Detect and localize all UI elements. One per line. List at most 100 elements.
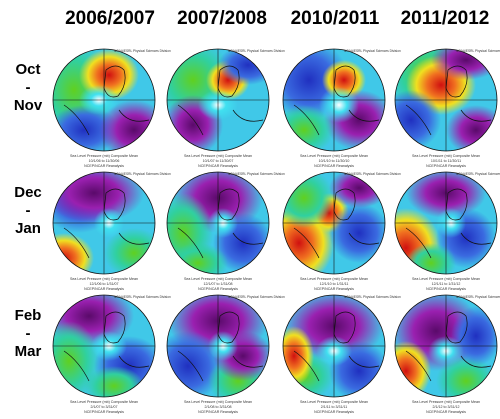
map-dates: 12/1/07 to 1/31/08 (204, 282, 233, 286)
row-label: - (26, 202, 31, 219)
row-label: - (26, 325, 31, 342)
map-border (166, 294, 270, 398)
map-reanalysis: NCEP/NCAR Reanalysis (198, 410, 238, 414)
map-dates: 10/1/11 to 11/30/11 (431, 159, 461, 163)
map-border (282, 171, 386, 275)
pressure-field (395, 341, 431, 397)
map-border (394, 171, 498, 275)
map (53, 295, 155, 397)
source-label: NOAA/ESRL Physical Sciences Division (344, 49, 401, 53)
column-header: 2011/2012 (401, 8, 490, 29)
map (395, 172, 497, 274)
source-label: NOAA/ESRL Physical Sciences Division (344, 172, 401, 176)
map-caption: Sea Level Pressure (mb) Composite Mean (412, 154, 480, 158)
column-header: 2006/2007 (65, 8, 155, 29)
map-reanalysis: NCEP/NCAR Reanalysis (426, 164, 466, 168)
coastline (405, 311, 492, 382)
pressure-field (395, 90, 441, 150)
map-border (282, 48, 386, 152)
map (395, 49, 497, 151)
map-caption: Sea Level Pressure (mb) Composite Mean (300, 154, 368, 158)
map-reanalysis: NCEP/NCAR Reanalysis (426, 287, 466, 291)
map-caption: Sea Level Pressure (mb) Composite Mean (300, 277, 368, 281)
map-dates: 10/1/07 to 11/30/07 (203, 159, 234, 163)
coastline (63, 188, 150, 259)
map-reanalysis: NCEP/NCAR Reanalysis (84, 287, 124, 291)
map-caption: Sea Level Pressure (mb) Composite Mean (412, 277, 480, 281)
map-border (282, 294, 386, 398)
map-reanalysis: NCEP/NCAR Reanalysis (198, 287, 238, 291)
map-reanalysis: NCEP/NCAR Reanalysis (314, 410, 354, 414)
coastline (293, 311, 380, 382)
coastline (405, 65, 492, 136)
source-label: NOAA/ESRL Physical Sciences Division (344, 295, 401, 299)
row-label: Jan (15, 220, 41, 237)
source-label: NOAA/ESRL Physical Sciences Division (114, 295, 171, 299)
row-label: Mar (15, 343, 42, 360)
map (53, 49, 155, 151)
map-caption: Sea Level Pressure (mb) Composite Mean (184, 277, 252, 281)
map-reanalysis: NCEP/NCAR Reanalysis (84, 164, 124, 168)
coastline (293, 65, 380, 136)
map-caption: Sea Level Pressure (mb) Composite Mean (300, 400, 368, 404)
map-dates: 12/1/06 to 1/31/07 (90, 282, 119, 286)
map-reanalysis: NCEP/NCAR Reanalysis (426, 410, 466, 414)
map-caption: Sea Level Pressure (mb) Composite Mean (70, 154, 138, 158)
map-dates: 2/1/07 to 3/31/07 (91, 405, 118, 409)
map-dates: 10/1/10 to 11/30/10 (319, 159, 350, 163)
map-reanalysis: NCEP/NCAR Reanalysis (198, 164, 238, 168)
map-border (52, 294, 156, 398)
map-dates: 2/1/08 to 3/31/08 (205, 405, 232, 409)
coastline (177, 65, 264, 136)
map (395, 295, 497, 397)
coastline (63, 65, 150, 136)
coastline (293, 188, 380, 259)
map (167, 49, 269, 151)
column-header: 2007/2008 (177, 8, 267, 29)
map (283, 295, 385, 397)
coastline (405, 188, 492, 259)
coastline (177, 311, 264, 382)
map (167, 295, 269, 397)
map-border (394, 294, 498, 398)
map-border (394, 48, 498, 152)
coastline (63, 311, 150, 382)
map (167, 172, 269, 274)
row-label: Nov (14, 97, 43, 114)
pressure-field (319, 87, 359, 123)
map (53, 172, 155, 274)
row-label: Oct (15, 61, 40, 78)
coastline (177, 188, 264, 259)
source-label: NOAA/ESRL Physical Sciences Division (114, 49, 171, 53)
source-label: NOAA/ESRL Physical Sciences Division (456, 49, 500, 53)
map-reanalysis: NCEP/NCAR Reanalysis (314, 287, 354, 291)
map-caption: Sea Level Pressure (mb) Composite Mean (184, 154, 252, 158)
map (283, 49, 385, 151)
map-reanalysis: NCEP/NCAR Reanalysis (314, 164, 354, 168)
map-border (166, 171, 270, 275)
map-border (166, 48, 270, 152)
map-dates: 2/1/12 to 3/31/12 (433, 405, 460, 409)
map-dates: 2/1/11 to 3/31/11 (321, 405, 347, 409)
map-caption: Sea Level Pressure (mb) Composite Mean (70, 277, 138, 281)
source-label: NOAA/ESRL Physical Sciences Division (228, 49, 285, 53)
map-caption: Sea Level Pressure (mb) Composite Mean (412, 400, 480, 404)
column-header: 2010/2011 (291, 8, 380, 29)
map-dates: 12/1/10 to 1/31/11 (320, 282, 349, 286)
source-label: NOAA/ESRL Physical Sciences Division (456, 172, 500, 176)
source-label: NOAA/ESRL Physical Sciences Division (228, 295, 285, 299)
map-caption: Sea Level Pressure (mb) Composite Mean (70, 400, 138, 404)
map-border (52, 171, 156, 275)
source-label: NOAA/ESRL Physical Sciences Division (456, 295, 500, 299)
row-label: Dec (14, 184, 42, 201)
row-label: Feb (15, 307, 42, 324)
source-label: NOAA/ESRL Physical Sciences Division (228, 172, 285, 176)
map-dates: 12/1/11 to 1/31/12 (432, 282, 461, 286)
pressure-field (53, 233, 94, 274)
map-border (52, 48, 156, 152)
row-label: - (26, 79, 31, 96)
source-label: NOAA/ESRL Physical Sciences Division (114, 172, 171, 176)
pressure-field (329, 203, 385, 263)
map-caption: Sea Level Pressure (mb) Composite Mean (184, 400, 252, 404)
